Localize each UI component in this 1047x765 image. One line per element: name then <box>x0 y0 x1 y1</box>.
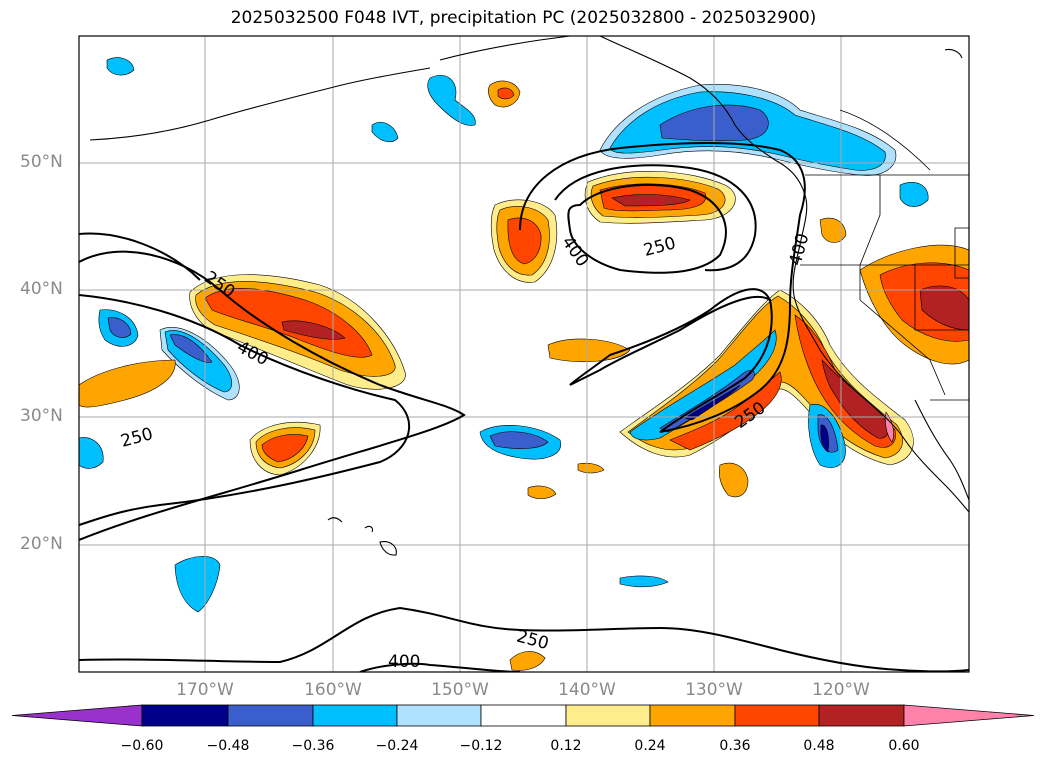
ivt-contour-250-west <box>79 250 466 541</box>
colorbar-bin <box>396 704 482 727</box>
contour-label: 400 <box>388 652 420 672</box>
colorbar-bin <box>141 704 229 727</box>
ivt-contour-250-south <box>79 606 969 672</box>
ivt-contour-250-west-b <box>79 232 201 281</box>
ivt-contour-400-low <box>567 184 727 274</box>
colorbar-max-extend <box>903 704 1035 727</box>
ivt-contour-400-south <box>359 662 521 672</box>
ivt-contour-400-west <box>79 294 411 526</box>
colorbar-bin <box>480 704 567 727</box>
colorbar-tick-label: 0.12 <box>550 738 582 754</box>
colorbar-bin <box>227 704 314 727</box>
state-borders <box>800 109 969 401</box>
colorbar-tick-label: 0.48 <box>803 738 835 754</box>
lon-label: 130°W <box>685 680 743 700</box>
lon-label: 140°W <box>558 680 616 700</box>
ivt-contour-250-low-outer <box>554 164 757 272</box>
colorbar-tick-label: −0.36 <box>291 738 335 754</box>
precip-shading-layer <box>79 57 969 671</box>
colorbar-bin <box>312 704 398 727</box>
colorbar-tick-label: −0.48 <box>206 738 250 754</box>
lon-label: 120°W <box>812 680 870 700</box>
lat-label: 40°N <box>20 279 63 299</box>
colorbar-tick-label: −0.24 <box>375 738 419 754</box>
colorbar-bin <box>565 704 651 727</box>
colorbar-bin <box>734 704 820 727</box>
colorbar-tick-label: 0.60 <box>888 738 920 754</box>
lon-label: 150°W <box>431 680 489 700</box>
lat-label: 50°N <box>20 152 63 172</box>
map-frame <box>78 35 970 673</box>
colorbar-min-extend <box>11 704 143 727</box>
lon-label: 160°W <box>304 680 362 700</box>
colorbar-bin <box>818 704 905 727</box>
colorbar-bin <box>649 704 736 727</box>
coastlines <box>89 36 969 556</box>
colorbar-tick-label: 0.24 <box>634 738 666 754</box>
lat-label: 20°N <box>20 534 63 554</box>
lat-label: 30°N <box>20 406 63 426</box>
ivt-contours <box>79 142 969 672</box>
map-title: 2025032500 F048 IVT, precipitation PC (2… <box>230 8 817 28</box>
lon-label: 170°W <box>176 680 234 700</box>
colorbar-tick-label: −0.12 <box>459 738 503 754</box>
colorbar <box>11 704 1035 727</box>
ivt-contour-250-low <box>519 142 806 433</box>
graticule <box>79 36 969 672</box>
colorbar-tick-label: −0.60 <box>120 738 164 754</box>
colorbar-tick-label: 0.36 <box>719 738 751 754</box>
